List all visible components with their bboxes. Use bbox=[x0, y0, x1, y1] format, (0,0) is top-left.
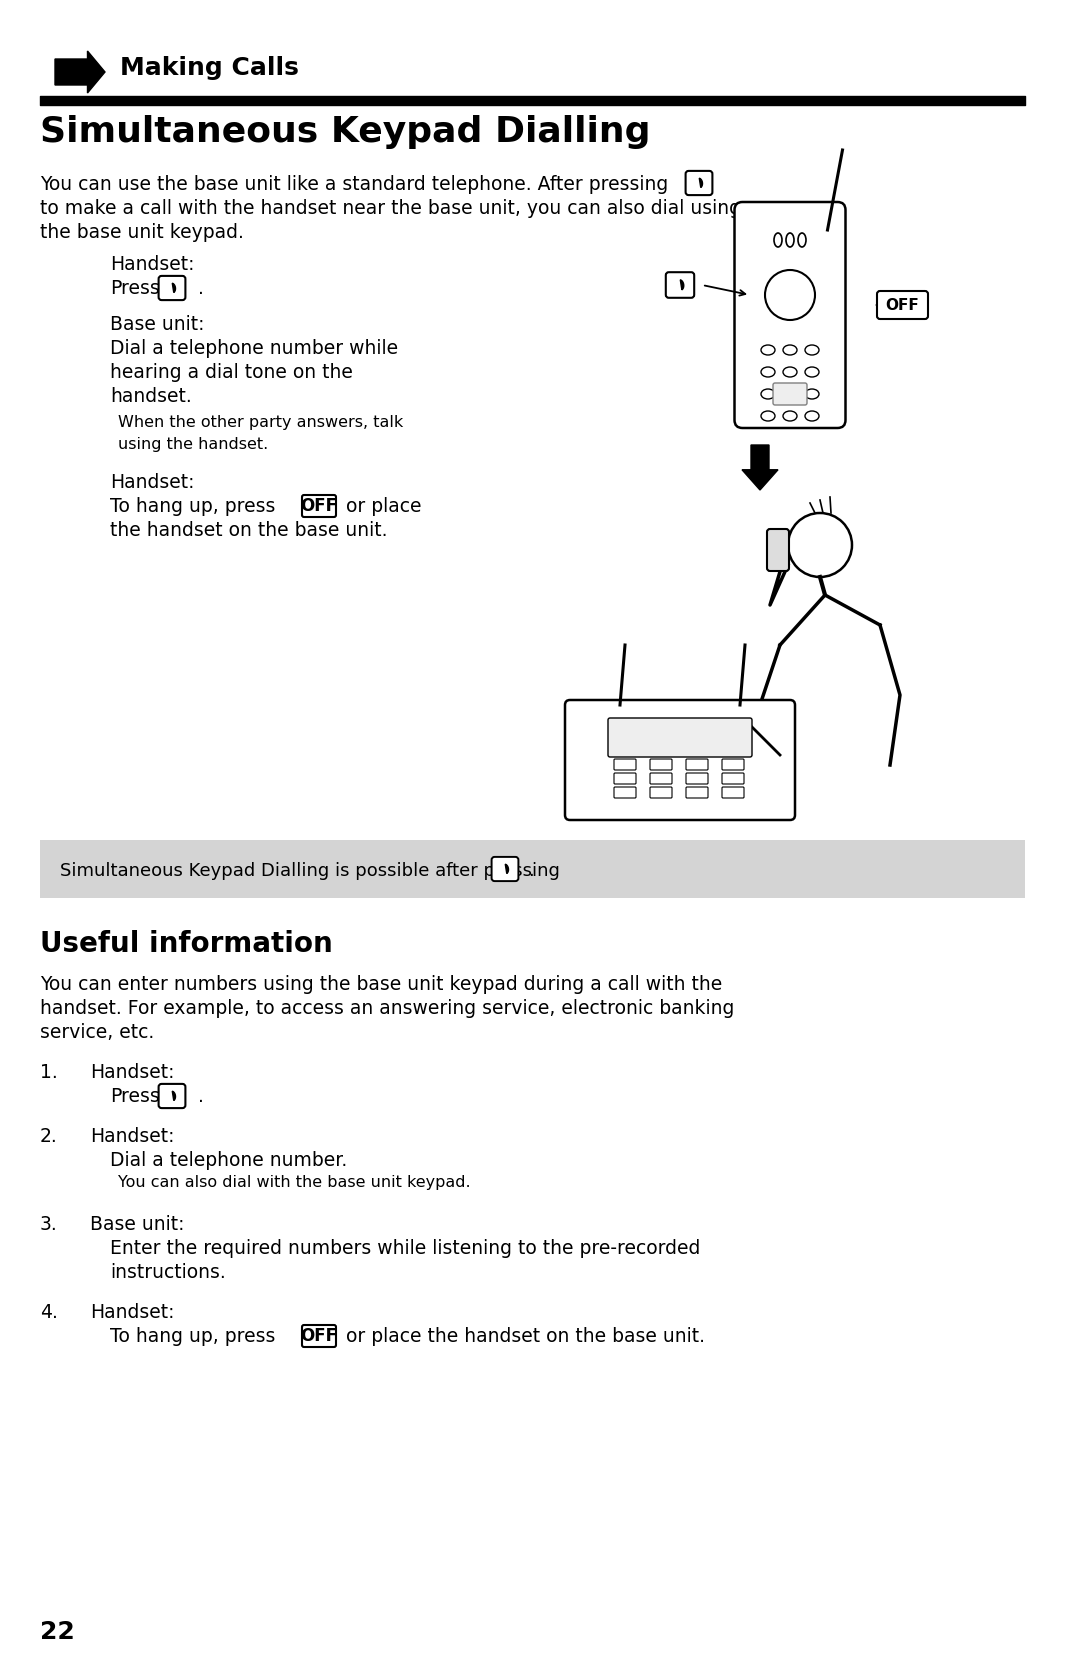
Polygon shape bbox=[55, 52, 105, 93]
FancyBboxPatch shape bbox=[159, 275, 186, 300]
Text: 3.: 3. bbox=[40, 1215, 57, 1233]
Text: Handset:: Handset: bbox=[90, 1303, 175, 1322]
Text: You can enter numbers using the base unit keypad during a call with the: You can enter numbers using the base uni… bbox=[40, 975, 723, 995]
Text: .: . bbox=[198, 1087, 204, 1107]
Ellipse shape bbox=[805, 345, 819, 355]
FancyBboxPatch shape bbox=[491, 856, 518, 881]
Text: using the handset.: using the handset. bbox=[118, 437, 268, 452]
Text: Handset:: Handset: bbox=[90, 1063, 175, 1082]
FancyBboxPatch shape bbox=[159, 1083, 186, 1108]
Text: Base unit:: Base unit: bbox=[90, 1215, 185, 1233]
Text: When the other party answers, talk: When the other party answers, talk bbox=[118, 416, 403, 431]
Text: handset. For example, to access an answering service, electronic banking: handset. For example, to access an answe… bbox=[40, 1000, 734, 1018]
FancyBboxPatch shape bbox=[608, 718, 752, 758]
Text: You can also dial with the base unit keypad.: You can also dial with the base unit key… bbox=[118, 1175, 471, 1190]
FancyBboxPatch shape bbox=[767, 529, 789, 571]
Text: OFF: OFF bbox=[886, 297, 919, 312]
FancyBboxPatch shape bbox=[773, 382, 807, 406]
Ellipse shape bbox=[783, 411, 797, 421]
Ellipse shape bbox=[798, 234, 806, 247]
FancyBboxPatch shape bbox=[615, 773, 636, 784]
FancyBboxPatch shape bbox=[650, 759, 672, 769]
Polygon shape bbox=[173, 1092, 176, 1100]
Text: Press: Press bbox=[110, 279, 160, 299]
Text: Making Calls: Making Calls bbox=[120, 57, 299, 80]
Polygon shape bbox=[173, 284, 176, 292]
FancyBboxPatch shape bbox=[665, 272, 694, 297]
Text: OFF: OFF bbox=[300, 1327, 337, 1345]
Text: or place: or place bbox=[340, 497, 421, 516]
Text: 2.: 2. bbox=[40, 1127, 57, 1147]
Text: handset.: handset. bbox=[110, 387, 192, 406]
Ellipse shape bbox=[783, 389, 797, 399]
Text: Enter the required numbers while listening to the pre-recorded: Enter the required numbers while listeni… bbox=[110, 1238, 700, 1258]
Text: .: . bbox=[528, 861, 534, 880]
Text: Base unit:: Base unit: bbox=[110, 315, 204, 334]
Ellipse shape bbox=[805, 367, 819, 377]
Ellipse shape bbox=[761, 367, 775, 377]
FancyBboxPatch shape bbox=[650, 788, 672, 798]
Text: 1.: 1. bbox=[40, 1063, 57, 1082]
Ellipse shape bbox=[783, 367, 797, 377]
Text: service, etc.: service, etc. bbox=[40, 1023, 154, 1041]
Text: To hang up, press: To hang up, press bbox=[110, 497, 275, 516]
Ellipse shape bbox=[774, 234, 782, 247]
FancyBboxPatch shape bbox=[686, 773, 708, 784]
Ellipse shape bbox=[761, 411, 775, 421]
Ellipse shape bbox=[783, 345, 797, 355]
FancyBboxPatch shape bbox=[734, 202, 846, 427]
FancyBboxPatch shape bbox=[302, 496, 336, 517]
Ellipse shape bbox=[805, 389, 819, 399]
Text: to make a call with the handset near the base unit, you can also dial using: to make a call with the handset near the… bbox=[40, 199, 741, 219]
FancyBboxPatch shape bbox=[723, 788, 744, 798]
Ellipse shape bbox=[761, 345, 775, 355]
Polygon shape bbox=[505, 865, 509, 873]
Polygon shape bbox=[680, 280, 684, 290]
Text: Press: Press bbox=[110, 1087, 160, 1107]
FancyBboxPatch shape bbox=[40, 840, 1025, 898]
Ellipse shape bbox=[805, 411, 819, 421]
Polygon shape bbox=[699, 179, 702, 187]
FancyBboxPatch shape bbox=[686, 759, 708, 769]
Text: Useful information: Useful information bbox=[40, 930, 333, 958]
FancyBboxPatch shape bbox=[877, 290, 928, 319]
FancyBboxPatch shape bbox=[686, 788, 708, 798]
FancyBboxPatch shape bbox=[615, 788, 636, 798]
Polygon shape bbox=[742, 446, 778, 491]
Text: .: . bbox=[198, 279, 204, 299]
FancyBboxPatch shape bbox=[686, 170, 713, 195]
FancyBboxPatch shape bbox=[565, 699, 795, 819]
Text: You can use the base unit like a standard telephone. After pressing: You can use the base unit like a standar… bbox=[40, 175, 669, 194]
Text: OFF: OFF bbox=[300, 497, 337, 516]
Text: Dial a telephone number.: Dial a telephone number. bbox=[110, 1152, 348, 1170]
FancyBboxPatch shape bbox=[723, 773, 744, 784]
Text: Simultaneous Keypad Dialling is possible after pressing: Simultaneous Keypad Dialling is possible… bbox=[60, 861, 559, 880]
FancyBboxPatch shape bbox=[615, 759, 636, 769]
Text: 4.: 4. bbox=[40, 1303, 58, 1322]
Text: To hang up, press: To hang up, press bbox=[110, 1327, 275, 1345]
FancyBboxPatch shape bbox=[650, 773, 672, 784]
Text: hearing a dial tone on the: hearing a dial tone on the bbox=[110, 362, 353, 382]
Ellipse shape bbox=[786, 234, 794, 247]
Text: Handset:: Handset: bbox=[110, 255, 194, 274]
Text: 22: 22 bbox=[40, 1621, 75, 1644]
Ellipse shape bbox=[761, 389, 775, 399]
Text: Handset:: Handset: bbox=[90, 1127, 175, 1147]
Text: instructions.: instructions. bbox=[110, 1263, 226, 1282]
Text: Handset:: Handset: bbox=[110, 472, 194, 492]
Text: Simultaneous Keypad Dialling: Simultaneous Keypad Dialling bbox=[40, 115, 650, 149]
Text: the base unit keypad.: the base unit keypad. bbox=[40, 224, 244, 242]
Text: or place the handset on the base unit.: or place the handset on the base unit. bbox=[340, 1327, 705, 1345]
FancyBboxPatch shape bbox=[723, 759, 744, 769]
Text: Dial a telephone number while: Dial a telephone number while bbox=[110, 339, 399, 357]
FancyBboxPatch shape bbox=[302, 1325, 336, 1347]
Text: the handset on the base unit.: the handset on the base unit. bbox=[110, 521, 388, 541]
